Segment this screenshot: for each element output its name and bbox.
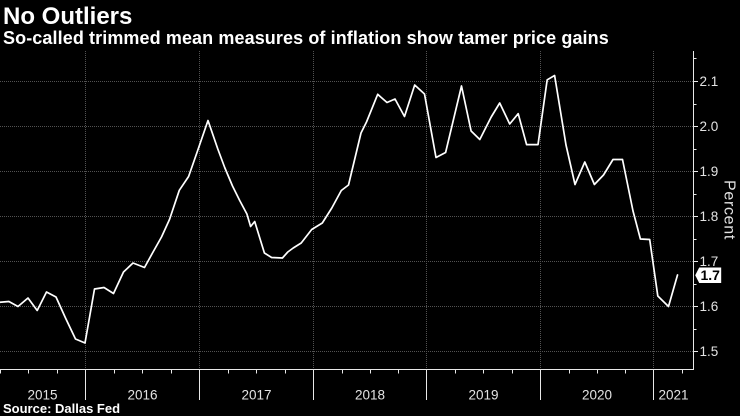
svg-text:2015: 2015 [27, 388, 57, 403]
svg-text:1.7: 1.7 [700, 254, 719, 269]
svg-text:1.8: 1.8 [700, 209, 719, 224]
svg-text:1.9: 1.9 [700, 164, 719, 179]
svg-text:2.1: 2.1 [700, 74, 719, 89]
svg-text:2021: 2021 [658, 388, 688, 403]
svg-text:Percent: Percent [721, 180, 738, 240]
svg-text:1.6: 1.6 [700, 299, 719, 314]
svg-text:1.5: 1.5 [700, 344, 719, 359]
svg-text:2020: 2020 [582, 388, 612, 403]
svg-text:2.0: 2.0 [700, 119, 719, 134]
svg-text:1.7: 1.7 [700, 267, 720, 283]
svg-text:2016: 2016 [127, 388, 157, 403]
svg-text:2018: 2018 [355, 388, 385, 403]
svg-text:2017: 2017 [241, 388, 271, 403]
svg-text:2019: 2019 [468, 388, 498, 403]
